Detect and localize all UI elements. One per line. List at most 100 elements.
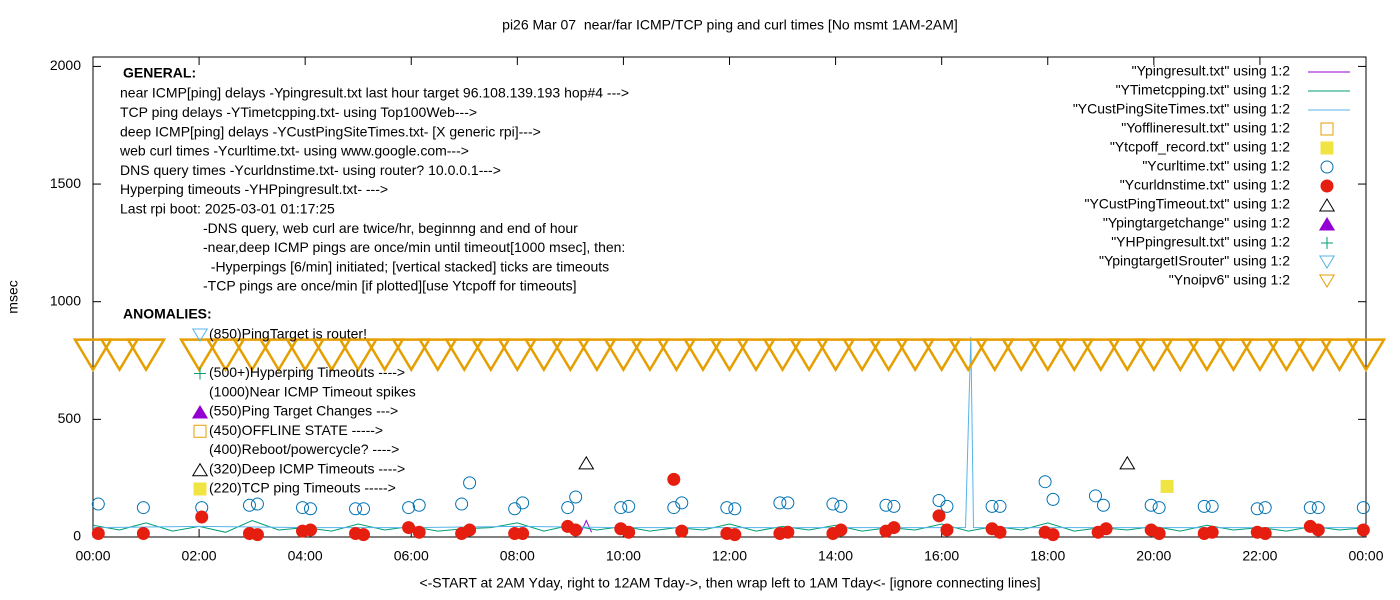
- anomalies-heading: ANOMALIES:: [123, 306, 212, 322]
- x-tick-label: 00:00: [1348, 548, 1383, 564]
- x-tick-label: 22:00: [1242, 548, 1277, 564]
- legend-label: "Yofflineresult.txt" using 1:2: [1121, 120, 1290, 136]
- data-point: [1213, 338, 1254, 373]
- data-point: [603, 338, 644, 373]
- data-point: [1160, 338, 1201, 373]
- x-tick-label: 20:00: [1136, 548, 1171, 564]
- data-point: [781, 525, 795, 539]
- data-point: [72, 338, 114, 373]
- data-point: [682, 338, 724, 373]
- legend-swatch: [1321, 237, 1333, 249]
- anomaly-note: (550)Ping Target Changes --->: [209, 403, 398, 419]
- legend-label: "Ytcpoff_record.txt" using 1:2: [1110, 139, 1290, 155]
- y-tick-label: 500: [58, 410, 82, 426]
- data-point: [1205, 525, 1219, 539]
- x-tick-label: 08:00: [500, 548, 535, 564]
- data-point: [656, 338, 697, 373]
- data-point: [258, 338, 299, 373]
- data-point: [622, 525, 636, 539]
- data-point: [250, 497, 264, 511]
- data-point: [99, 338, 140, 373]
- anomaly-note: (220)TCP ping Timeouts ----->: [209, 480, 396, 496]
- general-note: -DNS query, web curl are twice/hr, begin…: [203, 220, 578, 236]
- anomaly-note: (400)Reboot/powercycle? ---->: [209, 441, 399, 457]
- anomaly-symbol: [193, 424, 207, 438]
- data-point: [1046, 528, 1060, 542]
- data-point: [284, 338, 326, 373]
- data-point: [728, 502, 742, 516]
- anomaly-note: (450)OFFLINE STATE ----->: [209, 422, 383, 438]
- data-point: [1292, 338, 1334, 373]
- data-point: [357, 528, 371, 542]
- legend-swatch: [1320, 160, 1334, 174]
- data-point: [402, 521, 416, 535]
- data-point: [195, 510, 209, 524]
- x-tick-label: 00:00: [75, 548, 110, 564]
- x-tick-label: 16:00: [924, 548, 959, 564]
- data-point: [834, 523, 848, 537]
- data-point: [523, 338, 565, 373]
- data-point: [940, 499, 954, 513]
- data-point: [622, 499, 636, 513]
- anomaly-symbol: [193, 482, 207, 496]
- data-point: [561, 501, 575, 515]
- data-point: [569, 490, 583, 504]
- data-point: [1054, 338, 1095, 373]
- general-note: TCP ping delays -YTimetcpping.txt- using…: [120, 104, 477, 120]
- data-point: [1099, 522, 1113, 536]
- data-point: [974, 338, 1015, 373]
- legend-swatch: [1318, 198, 1336, 212]
- data-point: [576, 338, 618, 373]
- data-point: [667, 501, 681, 515]
- general-note: Last rpi boot: 2025-03-01 01:17:25: [120, 201, 335, 217]
- data-point: [463, 523, 477, 537]
- data-point: [675, 524, 689, 538]
- anomaly-symbol: [191, 328, 209, 342]
- data-point: [1133, 338, 1175, 373]
- data-point: [834, 499, 848, 513]
- legend-swatch: [1318, 255, 1336, 269]
- legend-swatch: [1320, 122, 1334, 136]
- data-point: [205, 338, 246, 373]
- data-point: [303, 523, 317, 537]
- anomaly-symbol: [194, 367, 206, 380]
- data-point: [91, 497, 105, 511]
- x-tick-label: 18:00: [1030, 548, 1065, 564]
- anomaly-note: (320)Deep ICMP Timeouts ---->: [209, 460, 405, 476]
- data-point: [728, 528, 742, 542]
- data-point: [1197, 499, 1211, 513]
- data-point: [349, 502, 363, 516]
- data-point: [417, 338, 458, 373]
- legend-label: "Ypingresult.txt" using 1:2: [1132, 63, 1291, 79]
- data-point: [550, 338, 591, 373]
- data-point: [1160, 479, 1174, 493]
- data-point: [879, 498, 893, 512]
- data-point: [629, 338, 671, 373]
- general-heading: GENERAL:: [123, 65, 196, 81]
- data-point: [1119, 455, 1136, 470]
- legend-swatch: [1318, 274, 1336, 288]
- data-point: [1311, 501, 1325, 515]
- data-point: [762, 338, 803, 373]
- data-point: [815, 338, 856, 373]
- data-point: [868, 338, 909, 373]
- anomaly-note: (850)PingTarget is router!: [209, 326, 367, 342]
- data-point: [338, 338, 379, 373]
- x-tick-label: 14:00: [818, 548, 853, 564]
- data-point: [444, 338, 485, 373]
- anomaly-symbol: [191, 405, 209, 419]
- general-note: -TCP pings are once/min [if plotted][use…: [203, 278, 577, 294]
- data-point: [781, 496, 795, 510]
- data-point: [1001, 338, 1042, 373]
- data-point: [993, 499, 1007, 513]
- data-point: [1046, 492, 1060, 506]
- data-point: [1356, 523, 1370, 537]
- data-point: [364, 338, 405, 373]
- data-point: [303, 502, 317, 516]
- data-point: [1205, 499, 1219, 513]
- data-point: [788, 338, 830, 373]
- anomaly-note: (1000)Near ICMP Timeout spikes: [209, 383, 416, 399]
- y-tick-label: 1500: [50, 175, 81, 191]
- general-note: Hyperping timeouts -YHPpingresult.txt- -…: [120, 181, 388, 197]
- data-point: [614, 501, 628, 515]
